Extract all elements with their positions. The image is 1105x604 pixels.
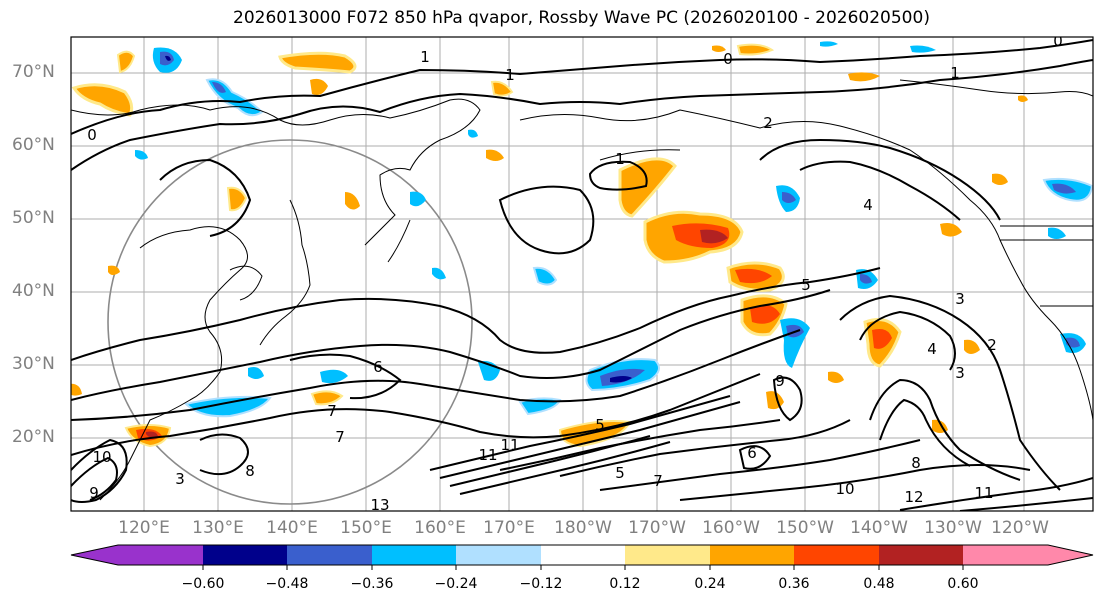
colorbar-tick-label: −0.48 [265, 576, 309, 592]
lon-tick-label: 130°W [924, 518, 982, 538]
lat-tick-label: 50°N [12, 208, 55, 228]
colorbar-bin [118, 545, 203, 565]
lon-tick-label: 160°E [414, 518, 466, 538]
colorbar-outline [70, 544, 1094, 566]
contour-label: 2 [987, 336, 997, 354]
map-title: 2026013000 F072 850 hPa qvapor, Rossby W… [233, 8, 930, 28]
colorbar-bin [710, 545, 794, 565]
colorbar-bin [541, 545, 625, 565]
colorbar-tick-label: −0.60 [181, 576, 225, 592]
contour-labels: 1 0 1 1 2 0 1 0 4 5 3 4 3 2 6 7 9 10 12 … [87, 32, 1063, 514]
contour-label: 11 [478, 446, 497, 464]
contour-label: 0 [1053, 32, 1063, 50]
contour-label: 8 [245, 462, 255, 480]
lon-tick-label: 160°W [702, 518, 760, 538]
lat-tick-label: 30°N [12, 354, 55, 374]
lon-tick-label: 150°W [776, 518, 834, 538]
contour-label: 5 [801, 276, 811, 294]
colorbar-bin [456, 545, 541, 565]
lon-tick-label: 150°E [340, 518, 392, 538]
lon-tick-label: 180°W [554, 518, 612, 538]
contour-label: 2 [763, 114, 773, 132]
contour-label: 11 [974, 484, 993, 502]
contour-label: 7 [653, 472, 663, 490]
colorbar-extend-left [71, 545, 118, 565]
colorbar-tick-label: −0.12 [519, 576, 563, 592]
colorbar-bin [963, 545, 1048, 565]
colorbar-tick-label: 0.36 [778, 576, 810, 592]
contour-label: 1 [505, 66, 515, 84]
pc-circle [107, 139, 473, 505]
contour-label: 0 [87, 126, 97, 144]
coastlines [71, 79, 1093, 501]
colorbar-bin [203, 545, 287, 565]
lon-tick-label: 140°E [266, 518, 318, 538]
qvapor-contours [71, 39, 1093, 511]
colorbar-tick-label: 0.60 [947, 576, 979, 592]
colorbar-tick-label: 0.12 [609, 576, 641, 592]
contour-label: 11 [500, 436, 519, 454]
colorbar-tick-label: 0.48 [863, 576, 895, 592]
lat-tick-label: 70°N [12, 62, 55, 82]
colorbar-tick-label: −0.36 [350, 576, 394, 592]
qvapor-shading [71, 41, 1093, 448]
contour-label: 1 [950, 64, 960, 82]
colorbar-bin [625, 545, 710, 565]
lat-tick-label: 60°N [12, 135, 55, 155]
contour-label: 3 [175, 470, 185, 488]
lon-tick-label: 120°W [991, 518, 1049, 538]
lon-tick-label: 140°W [850, 518, 908, 538]
contour-label: 7 [327, 402, 337, 420]
plot-frame [70, 36, 1094, 512]
colorbar-bin [794, 545, 879, 565]
lat-tick-label: 40°N [12, 281, 55, 301]
contour-label: 3 [955, 290, 965, 308]
colorbar-bin [372, 545, 456, 565]
contour-label: 10 [835, 480, 854, 498]
lat-tick-label: 20°N [12, 427, 55, 447]
contour-label: 4 [863, 196, 873, 214]
contour-label: 7 [335, 428, 345, 446]
contour-label: 13 [370, 496, 389, 514]
contour-label: 5 [615, 464, 625, 482]
contour-label: 6 [747, 444, 757, 462]
contour-label: 0 [723, 50, 733, 68]
contour-label: 6 [373, 358, 383, 376]
lon-tick-label: 170°E [483, 518, 535, 538]
contour-label: 1 [420, 48, 430, 66]
contour-label: 8 [911, 454, 921, 472]
colorbar-tick-label: −0.24 [434, 576, 478, 592]
colorbar-bin [879, 545, 963, 565]
contour-label: 4 [927, 340, 937, 358]
colorbar-bin [287, 545, 372, 565]
colorbar-extend-right [1048, 545, 1093, 565]
contour-label: 9 [775, 372, 785, 390]
contour-label: 5 [595, 416, 605, 434]
contour-label: 12 [904, 488, 923, 506]
contour-label: 1 [615, 150, 625, 168]
lon-tick-label: 130°E [192, 518, 244, 538]
contour-label: 9 [89, 484, 99, 502]
contour-label: 10 [92, 448, 111, 466]
lon-tick-label: 120°E [118, 518, 170, 538]
contour-label: 3 [955, 364, 965, 382]
colorbar-tick-label: 0.24 [694, 576, 726, 592]
lon-tick-label: 170°W [628, 518, 686, 538]
colorbar [70, 544, 1094, 570]
